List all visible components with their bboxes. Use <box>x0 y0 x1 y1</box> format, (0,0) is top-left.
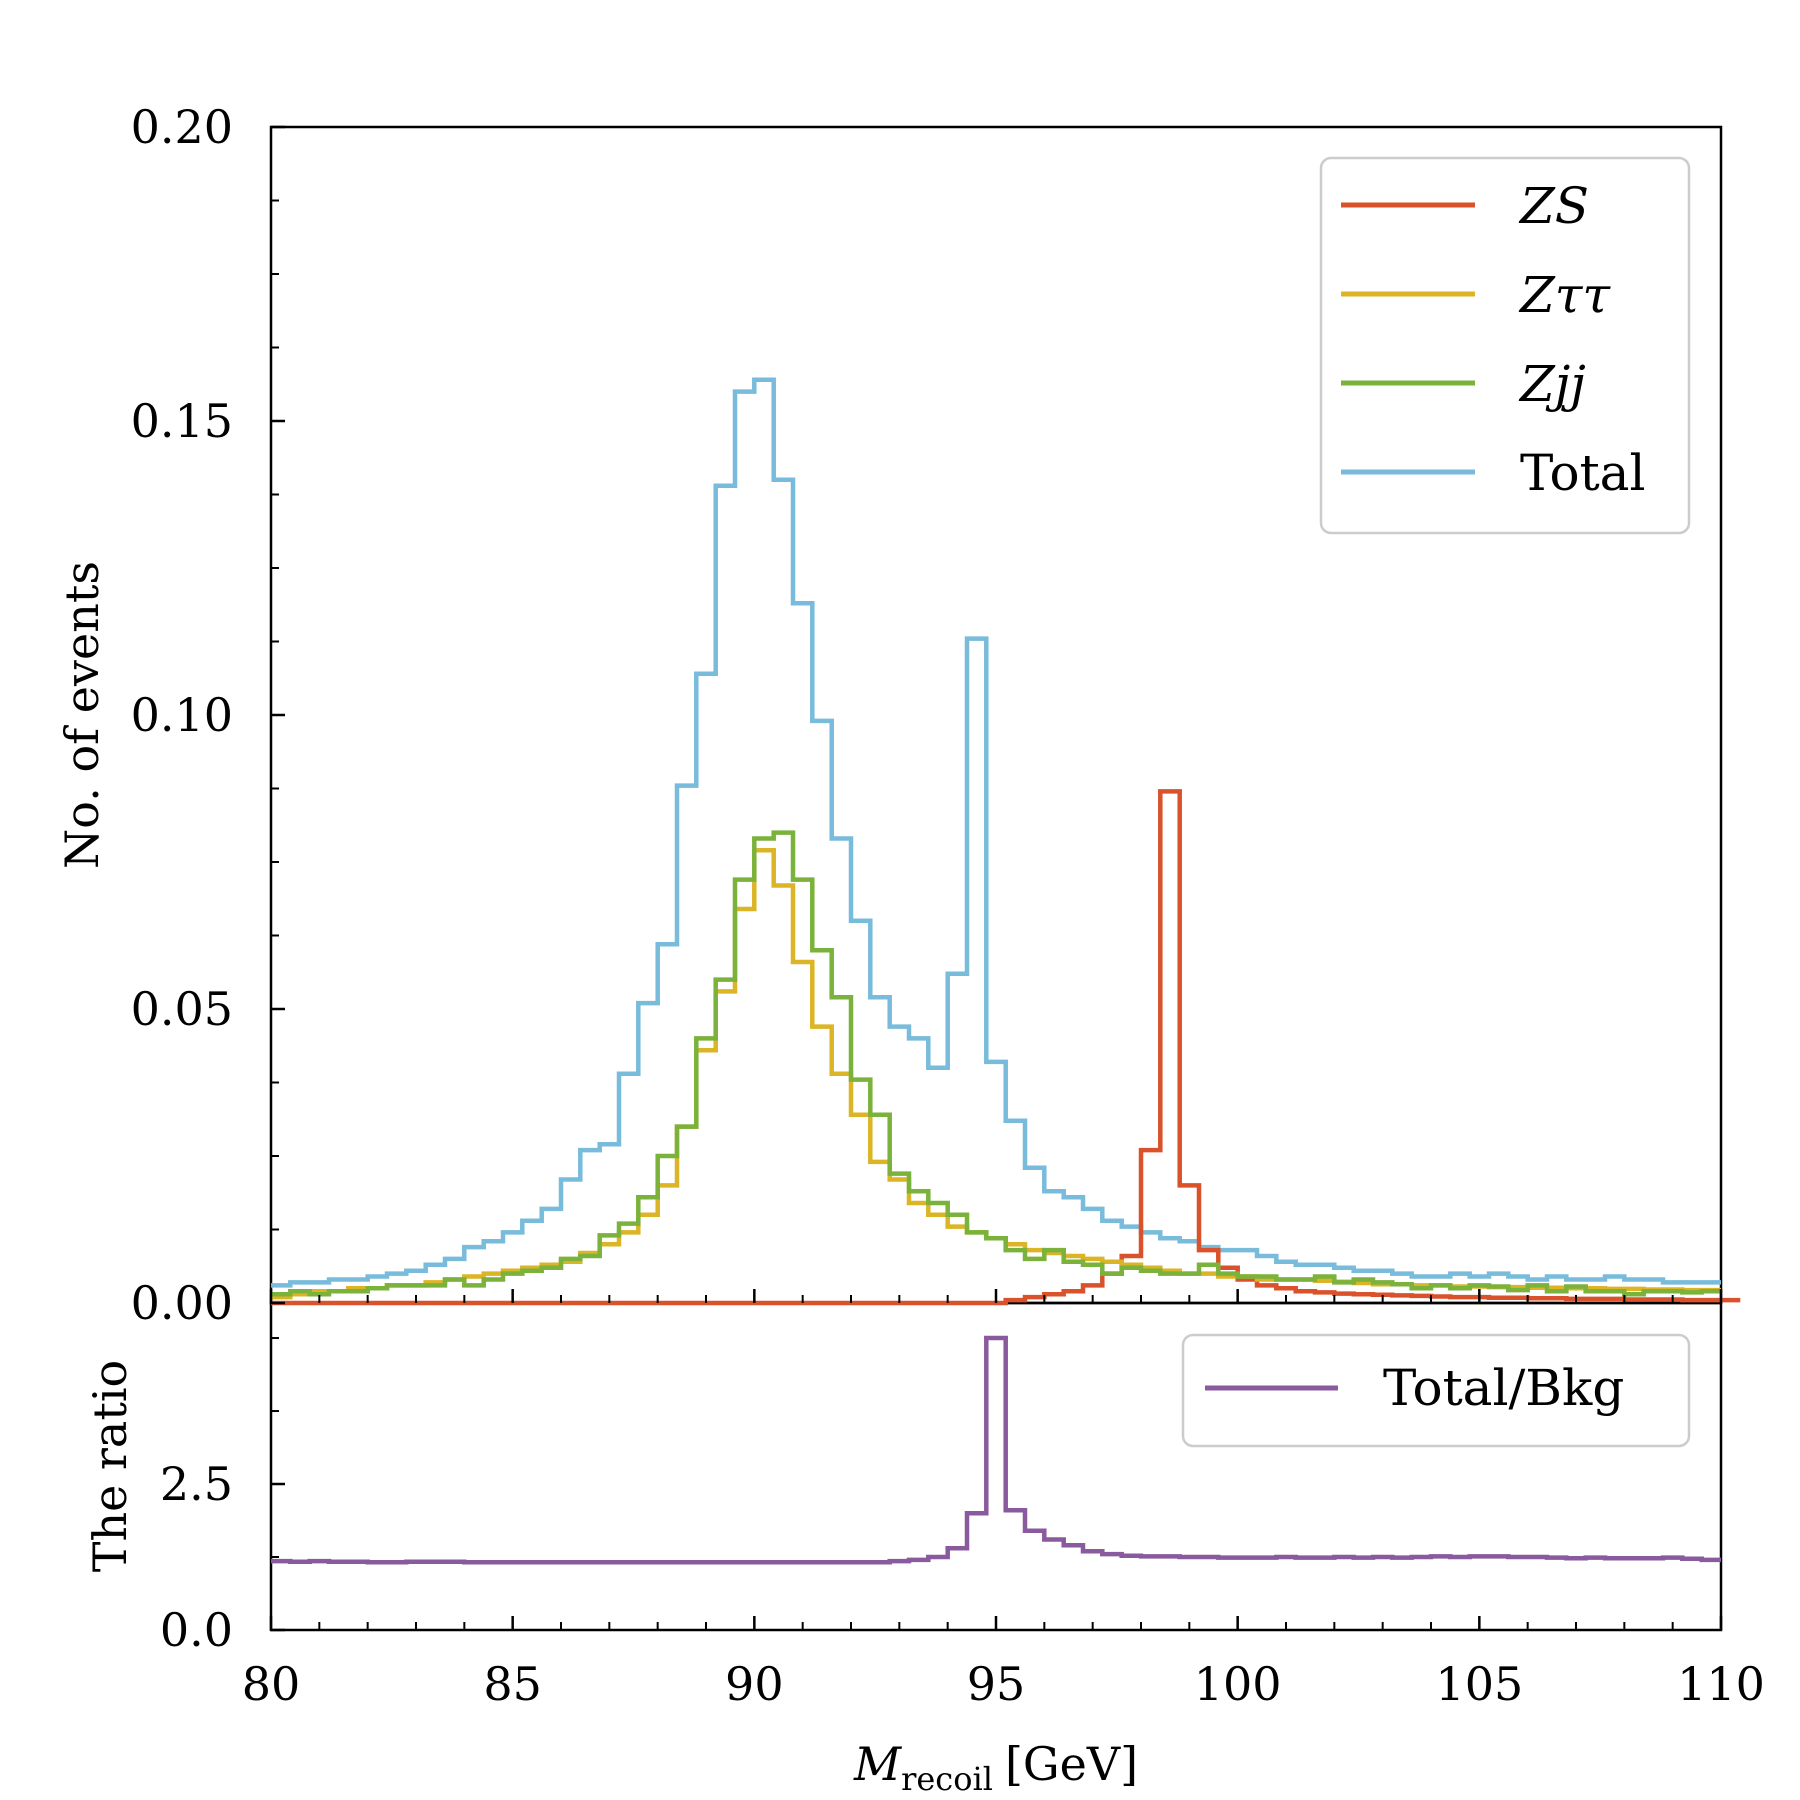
x-tick-label: 105 <box>1435 1657 1523 1711</box>
legend-label-zs: ZS <box>1518 177 1589 235</box>
bottom-y-tick-label: 2.5 <box>160 1457 233 1511</box>
legend-label-zjj: Zjj <box>1518 355 1586 413</box>
top-y-tick-label: 0.05 <box>131 982 233 1036</box>
bottom-y-axis-title: The ratio <box>83 1360 137 1572</box>
series-line-total <box>271 377 1721 1288</box>
legend-label-ratio: Total/Bkg <box>1383 1359 1624 1417</box>
bottom-y-tick-label: 0.0 <box>160 1603 233 1657</box>
x-tick-label: 95 <box>967 1657 1026 1711</box>
x-tick-label: 90 <box>725 1657 784 1711</box>
bottom-legend: Total/Bkg <box>1181 1333 1691 1448</box>
x-axis-title-subscript: recoil <box>901 1760 993 1798</box>
top-y-tick-label: 0.20 <box>131 100 233 154</box>
bottom-panel-series <box>271 1335 1721 1565</box>
axis-ticks: 80 85 90 95 100 105 110 0.00 0.05 0.10 0.15 0.20 0.0… <box>131 100 1765 1711</box>
series-line-zjj <box>271 830 1721 1297</box>
series-line-total-bkg <box>271 1335 1721 1565</box>
x-axis-title-symbol: M <box>853 1737 903 1791</box>
top-y-tick-label: 0.10 <box>131 688 233 742</box>
x-tick-label: 100 <box>1194 1657 1282 1711</box>
top-y-axis-title: No. of events <box>55 561 109 869</box>
x-tick-label: 85 <box>483 1657 542 1711</box>
series-line-ztautau <box>271 847 1721 1300</box>
top-legend: ZS Zττ Zjj Total <box>1319 156 1691 535</box>
x-axis-title-unit: [GeV] <box>1005 1737 1138 1791</box>
top-y-tick-label: 0.00 <box>131 1276 233 1330</box>
x-tick-label: 110 <box>1677 1657 1765 1711</box>
bottom-legend-box <box>1181 1333 1691 1448</box>
x-axis-title: Mrecoil [GeV] <box>853 1737 1138 1798</box>
legend-label-ztautau: Zττ <box>1518 266 1611 324</box>
legend-label-total: Total <box>1520 444 1645 502</box>
top-y-tick-label: 0.15 <box>131 394 233 448</box>
series-line-zs <box>271 789 1741 1306</box>
x-tick-label: 80 <box>242 1657 301 1711</box>
top-legend-box <box>1319 156 1691 535</box>
